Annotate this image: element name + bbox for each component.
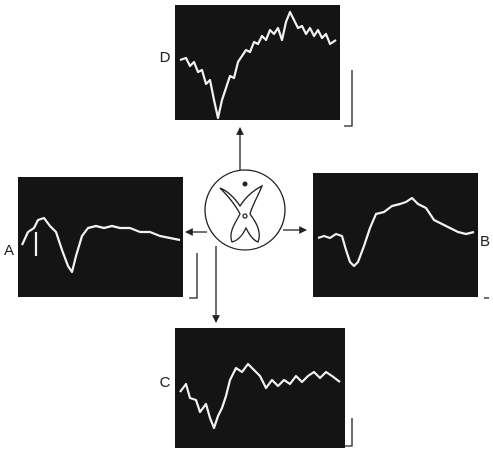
panel-label: A (4, 242, 14, 259)
figure: D A B C (0, 0, 493, 452)
central-canal (243, 214, 247, 218)
panel-c: C (160, 328, 352, 448)
panel-a: A (4, 177, 197, 298)
electrode (243, 182, 248, 187)
panel-label: D (160, 49, 171, 66)
gray-matter (220, 186, 262, 242)
panel-b: B (313, 173, 490, 298)
scale-bar (189, 253, 197, 298)
oscilloscope-screen (175, 5, 340, 120)
oscilloscope-screen (18, 177, 183, 297)
panel-label: C (160, 374, 171, 391)
spinal-cord-diagram (205, 170, 285, 250)
scale-bar (344, 418, 352, 446)
oscilloscope-screen (175, 328, 345, 448)
panel-label: B (480, 233, 490, 250)
panel-d: D (160, 5, 352, 126)
scale-bar (344, 70, 352, 126)
